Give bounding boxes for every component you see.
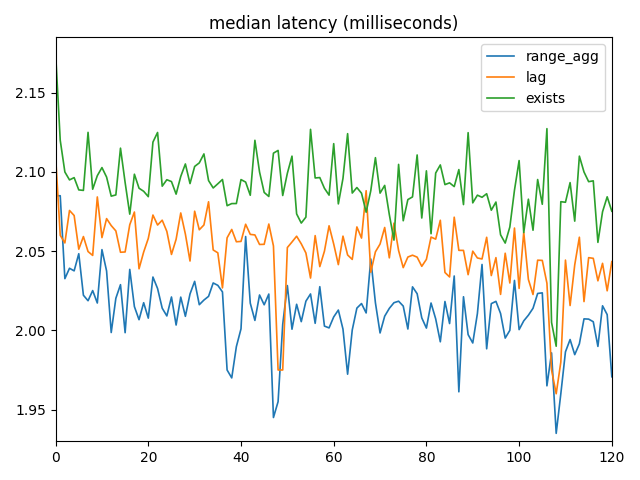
exists	[428, 231, 435, 237]
Line: exists: exists	[56, 53, 612, 346]
exists	[182, 161, 189, 167]
exists	[108, 193, 115, 199]
exists	[52, 50, 60, 56]
range_agg	[108, 330, 115, 336]
range_agg	[428, 300, 435, 306]
exists	[575, 153, 583, 159]
lag	[428, 234, 435, 240]
range_agg	[552, 431, 560, 436]
exists	[288, 153, 296, 159]
range_agg	[608, 374, 616, 380]
lag	[52, 153, 60, 159]
range_agg	[52, 193, 60, 199]
lag	[552, 391, 560, 396]
exists	[552, 343, 560, 349]
Legend: range_agg, lag, exists: range_agg, lag, exists	[481, 44, 605, 111]
Line: lag: lag	[56, 156, 612, 394]
range_agg	[288, 326, 296, 332]
lag	[575, 234, 583, 240]
range_agg	[182, 313, 189, 319]
lag	[182, 231, 189, 237]
range_agg	[575, 341, 583, 347]
lag	[608, 259, 616, 264]
lag	[288, 239, 296, 245]
Title: median latency (milliseconds): median latency (milliseconds)	[209, 15, 458, 33]
lag	[399, 265, 407, 271]
exists	[399, 218, 407, 224]
range_agg	[399, 303, 407, 309]
lag	[108, 223, 115, 228]
exists	[608, 208, 616, 214]
Line: range_agg: range_agg	[56, 196, 612, 433]
